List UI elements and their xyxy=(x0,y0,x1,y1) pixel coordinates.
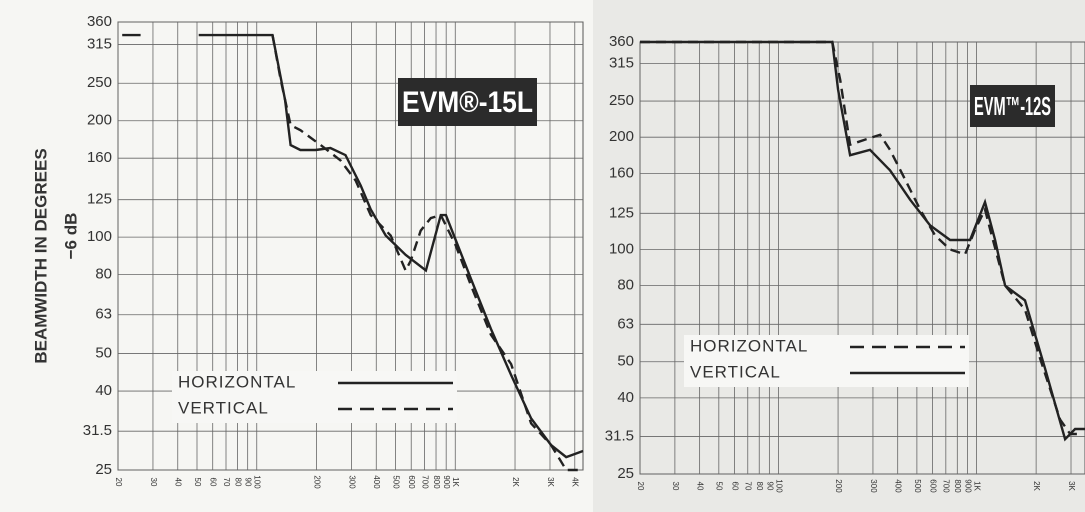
y-tick-label: 25 xyxy=(95,461,112,478)
x-tick-label: 200 xyxy=(312,475,321,489)
y-tick-label: 315 xyxy=(87,35,112,52)
x-tick-label: 900 xyxy=(963,479,972,493)
x-tick-label: 80 xyxy=(755,482,764,491)
y-tick-label: 25 xyxy=(617,465,634,482)
y-tick-label: 200 xyxy=(87,112,112,129)
chart-title: EVM™-12S xyxy=(974,91,1051,121)
x-tick-label: 700 xyxy=(942,479,951,493)
x-tick-label: 800 xyxy=(432,475,441,489)
x-tick-label: 60 xyxy=(730,482,739,491)
x-tick-label: 3K xyxy=(1067,481,1076,491)
y-axis-subtitle: −6 dB xyxy=(61,213,80,260)
y-tick-label: 160 xyxy=(87,149,112,166)
y-tick-label: 360 xyxy=(87,13,112,30)
series-line xyxy=(122,33,584,459)
x-tick-label: 70 xyxy=(744,482,753,491)
x-tick-label: 50 xyxy=(193,478,202,487)
y-tick-label: 40 xyxy=(617,389,634,406)
y-tick-label: 50 xyxy=(95,345,112,362)
legend-box xyxy=(172,371,457,423)
x-tick-label: 4K xyxy=(571,477,580,487)
x-tick-label: 500 xyxy=(391,475,400,489)
y-tick-label: 31.5 xyxy=(83,422,112,439)
y-tick-label: 100 xyxy=(609,240,634,257)
x-tick-label: 2K xyxy=(511,477,520,487)
x-tick-label: 50 xyxy=(715,482,724,491)
y-tick-label: 360 xyxy=(609,33,634,50)
y-tick-label: 125 xyxy=(609,204,634,221)
x-tick-label: 500 xyxy=(913,479,922,493)
y-tick-label: 250 xyxy=(609,92,634,109)
y-tick-label: 50 xyxy=(617,353,634,370)
x-tick-label: 300 xyxy=(347,475,356,489)
y-tick-label: 160 xyxy=(609,164,634,181)
x-tick-label: 40 xyxy=(696,482,705,491)
series-line xyxy=(640,40,1085,442)
legend-label: HORIZONTAL xyxy=(690,336,808,355)
y-tick-label: 125 xyxy=(87,191,112,208)
x-tick-label: 600 xyxy=(407,475,416,489)
x-tick-label: 100 xyxy=(774,479,783,493)
x-tick-label: 90 xyxy=(244,478,253,487)
x-tick-label: 30 xyxy=(149,478,158,487)
x-tick-label: 2K xyxy=(1032,481,1041,491)
series-line xyxy=(640,40,1081,436)
legend-box xyxy=(684,335,969,387)
x-tick-label: 90 xyxy=(765,482,774,491)
y-tick-label: 100 xyxy=(87,228,112,245)
x-tick-label: 3K xyxy=(546,477,555,487)
x-tick-label: 40 xyxy=(174,478,183,487)
chart-title: EVM®-15L xyxy=(402,86,533,119)
x-tick-label: 600 xyxy=(928,479,937,493)
y-tick-label: 80 xyxy=(95,266,112,283)
y-tick-label: 200 xyxy=(609,128,634,145)
y-tick-label: 315 xyxy=(609,55,634,72)
x-tick-label: 700 xyxy=(420,475,429,489)
x-tick-label: 80 xyxy=(233,478,242,487)
y-tick-label: 250 xyxy=(87,74,112,91)
x-tick-label: 60 xyxy=(209,478,218,487)
x-tick-label: 1K xyxy=(451,477,460,487)
y-tick-label: 80 xyxy=(617,277,634,294)
x-tick-label: 400 xyxy=(894,479,903,493)
legend-label: HORIZONTAL xyxy=(178,372,296,391)
x-tick-label: 70 xyxy=(222,478,231,487)
y-tick-label: 63 xyxy=(95,306,112,323)
x-tick-label: 1K xyxy=(972,481,981,491)
y-axis-title: BEAMWIDTH IN DEGREES xyxy=(31,148,50,363)
x-tick-label: 900 xyxy=(442,475,451,489)
legend-label: VERTICAL xyxy=(690,362,781,381)
y-tick-label: 31.5 xyxy=(605,428,634,445)
series-line xyxy=(271,34,581,472)
y-tick-label: 63 xyxy=(617,315,634,332)
x-tick-label: 20 xyxy=(114,478,123,487)
legend-label: VERTICAL xyxy=(178,398,269,417)
x-tick-label: 100 xyxy=(253,475,262,489)
title-badge xyxy=(970,85,1055,127)
x-tick-label: 200 xyxy=(834,479,843,493)
title-badge xyxy=(398,78,537,126)
x-tick-label: 400 xyxy=(372,475,381,489)
x-tick-label: 300 xyxy=(869,479,878,493)
x-tick-label: 30 xyxy=(671,482,680,491)
x-tick-label: 20 xyxy=(636,482,645,491)
x-tick-label: 800 xyxy=(953,479,962,493)
y-tick-label: 40 xyxy=(95,382,112,399)
